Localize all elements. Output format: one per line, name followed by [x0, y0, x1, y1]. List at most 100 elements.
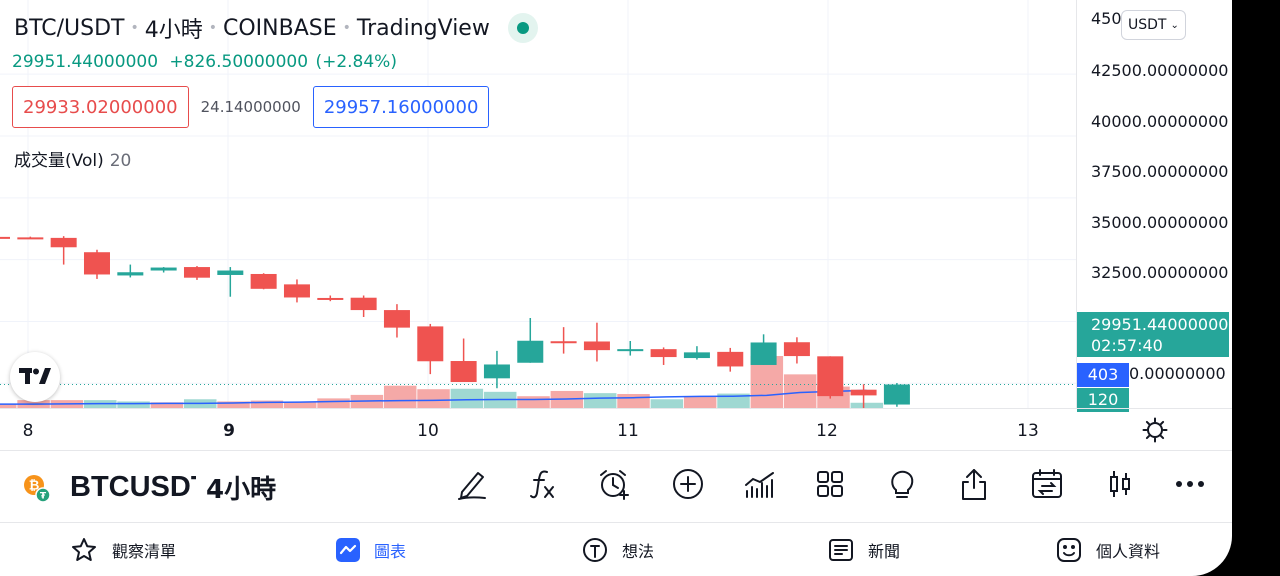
- candle: [817, 356, 844, 399]
- symbol-selector[interactable]: ₿ ₮ BTCUSDT 4小時: [22, 469, 276, 506]
- interval-selector[interactable]: 4小時: [206, 475, 277, 505]
- more-icon: [1176, 481, 1204, 487]
- candle: [683, 346, 710, 360]
- sell-button[interactable]: 29933.02000000: [12, 86, 189, 128]
- share-button[interactable]: [956, 466, 992, 502]
- last-price-tag-value: 29951.44000000: [1091, 315, 1229, 334]
- candle-body: [50, 237, 77, 248]
- candle-body: [517, 340, 544, 363]
- candle: [283, 279, 310, 303]
- candle: [450, 338, 477, 383]
- time-axis[interactable]: 8 9 10 11 12 13: [0, 408, 1232, 451]
- candle-body: [317, 297, 344, 300]
- tradingview-logo[interactable]: [10, 352, 60, 402]
- more-button[interactable]: [1172, 466, 1208, 502]
- svg-text:₮: ₮: [40, 491, 47, 501]
- price-scale-label: 32500.00000000: [1091, 263, 1229, 282]
- add-button[interactable]: [670, 466, 706, 502]
- svg-text:₿: ₿: [29, 478, 40, 493]
- volume-indicator-length: 20: [109, 151, 132, 171]
- nav-watchlist[interactable]: 觀察清單: [70, 535, 176, 565]
- ideas-button[interactable]: [884, 466, 920, 502]
- buy-sell-panel: 29933.02000000 24.14000000 29957.1600000…: [12, 86, 490, 128]
- star-icon: [72, 538, 96, 561]
- candle-style-button[interactable]: [1102, 466, 1138, 502]
- price-scale-label: 42500.00000000: [1091, 61, 1229, 80]
- candle: [617, 340, 644, 356]
- candle: [317, 295, 344, 302]
- currency-dropdown[interactable]: USDT ⌄: [1121, 10, 1186, 40]
- layout-button[interactable]: [812, 466, 848, 502]
- volume-bar: [383, 385, 417, 408]
- volume-indicator-name: 成交量(Vol): [14, 151, 104, 171]
- volume-bar: [450, 388, 484, 408]
- volume-bar: [617, 394, 650, 408]
- candle-body: [383, 310, 410, 328]
- volume-bar: [783, 374, 817, 408]
- chart-type-button[interactable]: [742, 466, 778, 502]
- volume-indicator-legend[interactable]: 成交量(Vol) 20: [14, 146, 131, 171]
- price-scale-label: 0.00000000: [1129, 364, 1226, 383]
- time-axis-label: 9: [223, 421, 235, 441]
- symbol-name[interactable]: BTCUSDT: [70, 471, 196, 503]
- separator: •: [130, 20, 139, 36]
- candle-body: [83, 252, 110, 275]
- time-axis-label: 8: [22, 421, 34, 441]
- candle-body: [617, 349, 644, 352]
- currency-label: USDT: [1128, 17, 1167, 33]
- interval-label[interactable]: 4小時: [144, 18, 203, 43]
- nav-chart[interactable]: 圖表: [336, 535, 406, 565]
- candle: [883, 383, 910, 407]
- draw-tool-button[interactable]: [454, 466, 490, 502]
- nav-ideas[interactable]: 想法: [582, 535, 654, 565]
- volume-bar: [683, 396, 717, 408]
- nav-label: 個人資料: [1096, 542, 1161, 561]
- nav-news[interactable]: 新聞: [828, 535, 900, 565]
- nav-label: 新聞: [868, 542, 901, 561]
- candle-body: [283, 284, 310, 298]
- candle: [217, 267, 244, 297]
- source-label: TradingView: [356, 15, 490, 41]
- candle: [83, 249, 110, 279]
- candle-body: [350, 297, 377, 311]
- buy-button[interactable]: 29957.16000000: [312, 86, 490, 128]
- volume-bar: [217, 401, 250, 408]
- candle-body: [650, 349, 677, 358]
- candle: [117, 264, 144, 278]
- candle-body: [850, 389, 877, 396]
- candle: [850, 384, 877, 408]
- candle: [717, 347, 744, 372]
- candle-body: [183, 267, 210, 278]
- time-axis-label: 11: [617, 421, 639, 441]
- volume-bar: [417, 389, 450, 408]
- chart-pane[interactable]: BTC/USDT • 4小時 • COINBASE • TradingView …: [0, 0, 1076, 408]
- bar-countdown: 02:57:40: [1091, 336, 1163, 355]
- volume-bar: [583, 393, 617, 408]
- add-alert-button[interactable]: [596, 466, 632, 502]
- time-axis-label: 10: [417, 421, 439, 441]
- indicator-fx-icon: [530, 470, 554, 499]
- price-change-line: 29951.44000000 +826.50000000 (+2.84%): [12, 52, 397, 72]
- symbol-label[interactable]: BTC/USDT: [14, 15, 125, 41]
- nav-profile[interactable]: 個人資料: [1056, 535, 1160, 565]
- candle-body: [583, 341, 610, 351]
- candle: [517, 317, 544, 363]
- settings-gear-icon[interactable]: [1142, 417, 1168, 443]
- news-icon: [829, 539, 853, 561]
- volume-bar: [650, 399, 684, 408]
- chart-legend: BTC/USDT • 4小時 • COINBASE • TradingView: [14, 12, 538, 44]
- candle: [783, 337, 810, 364]
- bottom-navigation: 觀察清單 圖表 想法 新聞 個人資料: [0, 522, 1232, 576]
- replay-button[interactable]: [1029, 466, 1065, 502]
- indicators-button[interactable]: [524, 466, 560, 502]
- candlestick-chart[interactable]: [0, 0, 1076, 408]
- chevron-down-icon: ⌄: [1170, 19, 1179, 31]
- share-icon: [962, 469, 986, 500]
- candle: [750, 334, 777, 365]
- price-scale[interactable]: 450 42500.00000000 40000.00000000 37500.…: [1076, 0, 1232, 412]
- market-status-icon[interactable]: [507, 13, 538, 43]
- bar-chart-icon: [745, 472, 774, 498]
- price-scale-label: 35000.00000000: [1091, 213, 1229, 232]
- volume-bar: [283, 401, 317, 408]
- bitcoin-icon: ₿ ₮: [22, 473, 52, 503]
